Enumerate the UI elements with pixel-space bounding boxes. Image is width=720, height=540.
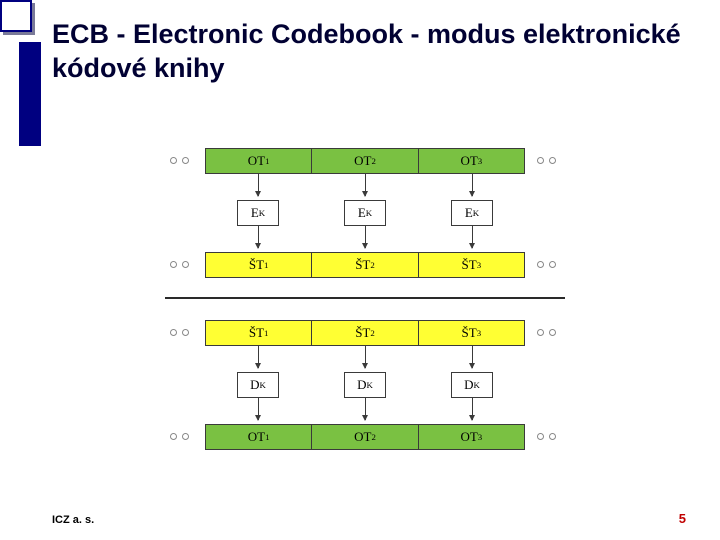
ellipsis-dots	[537, 329, 556, 336]
flow-arrow	[472, 398, 473, 420]
flow-arrow	[258, 226, 259, 248]
cipher-box: DK	[237, 372, 279, 398]
cipher-box: EK	[451, 200, 493, 226]
band-cell: OT3	[419, 425, 524, 449]
flow-arrow	[472, 346, 473, 368]
data-band: ŠT1ŠT2ŠT3	[205, 320, 525, 346]
ellipsis-dots	[170, 433, 189, 440]
band-cell: ŠT1	[206, 321, 312, 345]
flow-arrow	[258, 398, 259, 420]
band-cell: OT1	[206, 149, 312, 173]
data-band: ŠT1ŠT2ŠT3	[205, 252, 525, 278]
side-accent-bar	[19, 42, 41, 146]
ellipsis-dots	[170, 329, 189, 336]
ellipsis-dots	[537, 157, 556, 164]
band-cell: ŠT1	[206, 253, 312, 277]
flow-arrow	[472, 226, 473, 248]
flow-arrow	[365, 398, 366, 420]
flow-arrow	[365, 174, 366, 196]
band-cell: ŠT2	[312, 253, 418, 277]
data-band: OT1OT2OT3	[205, 148, 525, 174]
ecb-diagram: OT1OT2OT3ŠT1ŠT2ŠT3ŠT1ŠT2ŠT3OT1OT2OT3EKEK…	[125, 148, 605, 470]
band-cell: ŠT3	[419, 321, 524, 345]
footer-page-number: 5	[679, 511, 686, 526]
flow-arrow	[365, 226, 366, 248]
flow-arrow	[258, 346, 259, 368]
band-cell: OT2	[312, 149, 418, 173]
flow-arrow	[365, 346, 366, 368]
corner-ornament	[0, 0, 42, 42]
cipher-box: DK	[344, 372, 386, 398]
cipher-box: DK	[451, 372, 493, 398]
page-title: ECB - Electronic Codebook - modus elektr…	[52, 18, 692, 86]
ellipsis-dots	[170, 261, 189, 268]
cipher-box: EK	[344, 200, 386, 226]
flow-arrow	[258, 174, 259, 196]
ellipsis-dots	[537, 261, 556, 268]
ellipsis-dots	[170, 157, 189, 164]
band-cell: ŠT3	[419, 253, 524, 277]
footer-company: ICZ a. s.	[52, 514, 94, 526]
band-cell: OT3	[419, 149, 524, 173]
flow-arrow	[472, 174, 473, 196]
section-divider	[165, 297, 565, 299]
band-cell: OT2	[312, 425, 418, 449]
data-band: OT1OT2OT3	[205, 424, 525, 450]
ellipsis-dots	[537, 433, 556, 440]
cipher-box: EK	[237, 200, 279, 226]
band-cell: ŠT2	[312, 321, 418, 345]
band-cell: OT1	[206, 425, 312, 449]
